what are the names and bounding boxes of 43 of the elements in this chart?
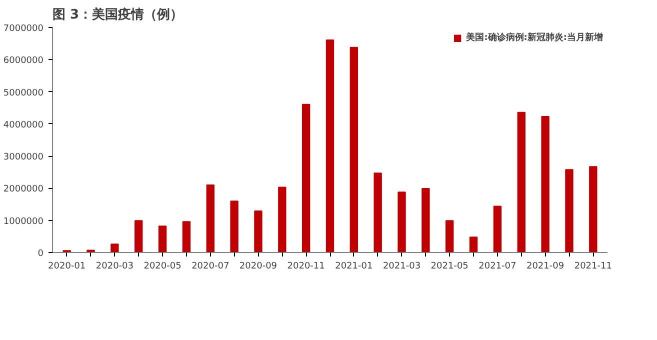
bar <box>446 220 454 252</box>
bar <box>158 226 167 252</box>
x-tick-label: 2021-05 <box>430 262 468 272</box>
x-tick-label: 2021-03 <box>382 262 421 272</box>
y-tick-label: 1000000 <box>3 216 44 227</box>
bar <box>350 46 358 252</box>
bar <box>493 206 502 252</box>
bar <box>206 184 214 252</box>
bar <box>374 172 382 252</box>
bar <box>469 236 478 252</box>
bar <box>589 166 598 252</box>
bar <box>230 200 238 252</box>
bar <box>398 192 406 252</box>
x-tick-label: 2020-09 <box>239 262 278 272</box>
bar <box>302 104 310 252</box>
bar <box>517 112 526 252</box>
y-tick-label: 7000000 <box>3 24 44 34</box>
x-tick-label: 2020-05 <box>144 262 182 272</box>
x-tick-label: 2021-11 <box>574 262 612 272</box>
bar <box>254 210 262 252</box>
y-tick-label: 2000000 <box>3 184 44 195</box>
chart-title: 图 3：美国疫情（例） <box>52 6 184 22</box>
bar <box>326 40 334 252</box>
x-tick-label: 2021-07 <box>478 262 516 272</box>
y-tick-label: 4000000 <box>3 120 44 130</box>
bar <box>110 244 119 252</box>
bar <box>278 186 286 252</box>
x-tick-label: 2021-01 <box>335 262 373 272</box>
x-tick-label: 2020-01 <box>48 262 86 272</box>
y-tick-label: 6000000 <box>3 56 44 66</box>
y-tick-label: 5000000 <box>3 88 44 98</box>
bar <box>541 116 550 252</box>
bar <box>565 169 574 252</box>
bar <box>134 220 143 252</box>
x-tick-label: 2020-11 <box>287 262 325 272</box>
bar <box>422 188 430 252</box>
x-tick-label: 2020-03 <box>96 262 134 272</box>
y-tick-label: 0 <box>38 249 44 259</box>
bar <box>182 221 191 252</box>
x-tick-label: 2021-09 <box>526 262 564 272</box>
x-tick-label: 2020-07 <box>192 262 230 272</box>
legend-label: 美国:确诊病例:新冠肺炎:当月新增 <box>466 31 603 44</box>
y-tick-label: 3000000 <box>3 152 44 163</box>
